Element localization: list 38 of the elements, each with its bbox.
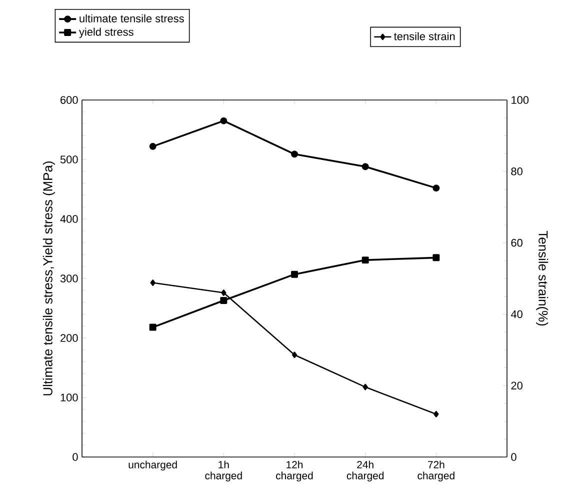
x-tick-label: uncharged (128, 460, 177, 470)
y-tick-label: 600 (60, 96, 78, 104)
point (362, 256, 369, 264)
x-tick-label: 72h charged (418, 460, 454, 482)
y2-tick-label: 40 (510, 310, 522, 318)
y-tick-label: 0 (72, 453, 78, 461)
y-tick-label: 100 (60, 394, 78, 402)
point (221, 290, 226, 296)
point (149, 142, 156, 150)
legend-label: yield stress (79, 28, 134, 38)
y2-tick-label: 80 (511, 168, 522, 176)
y-axis-title: Ultimate tensile stress,Yield stress (MPa) (42, 162, 55, 396)
point (220, 117, 228, 124)
point (434, 410, 439, 418)
point (432, 254, 440, 262)
y2-tick-label: 100 (512, 96, 529, 104)
y-tick-label: 300 (60, 274, 78, 282)
point (362, 163, 369, 170)
y-tick-label: 400 (60, 215, 78, 223)
point (432, 184, 440, 192)
point (362, 384, 368, 390)
point (292, 352, 298, 358)
point (291, 150, 298, 158)
x-tick-label: 1h charged (205, 460, 242, 482)
point (149, 324, 156, 331)
point (220, 297, 228, 304)
y2-tick-label: 0 (511, 453, 516, 461)
x-tick-label: 24h charged (346, 460, 384, 482)
y-tick-label: 500 (60, 156, 78, 164)
y2-axis-title: Tensile strain(%) (536, 230, 548, 326)
x-tick-label: 12h charged (276, 460, 313, 482)
legend-label: ultimate tensile stress (80, 14, 184, 22)
y2-tick-label: 60 (511, 238, 522, 247)
y-tick-label: 200 (60, 334, 78, 342)
y2-tick-label: 20 (511, 382, 522, 390)
point (291, 270, 298, 278)
point (150, 280, 156, 286)
legend-label: tensile strain (394, 32, 455, 40)
